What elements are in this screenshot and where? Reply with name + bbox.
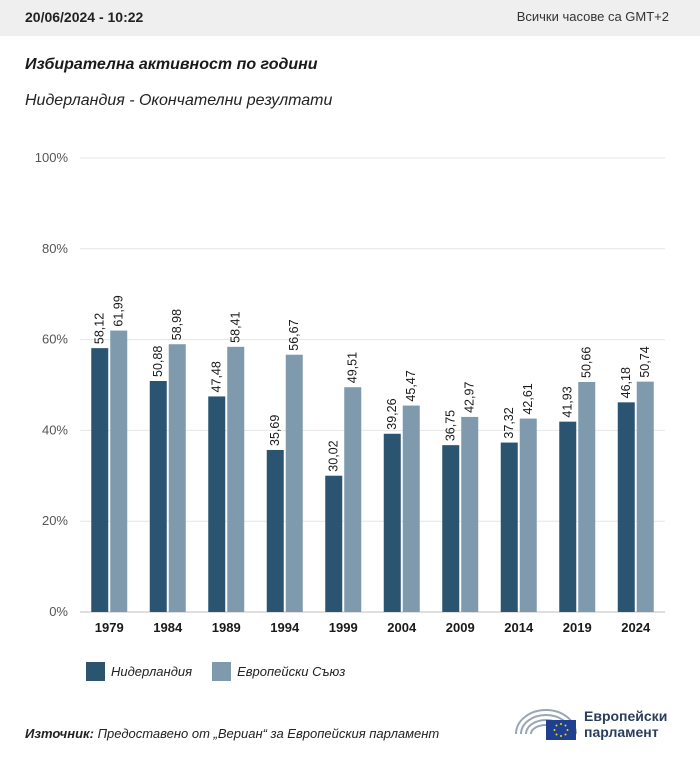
data-label-eu-2024: 50,74 (638, 346, 652, 377)
bar-netherlands-2024 (617, 402, 635, 612)
data-label-eu-1994: 56,67 (287, 319, 301, 350)
data-label-eu-1989: 58,41 (229, 311, 243, 342)
bar-eu-1979 (110, 330, 128, 612)
data-label-netherlands-2019: 41,93 (561, 386, 575, 417)
x-tick-label-2014: 2014 (504, 620, 534, 635)
bar-netherlands-2019 (559, 421, 577, 612)
logo-line-1: Европейски (584, 708, 668, 724)
bar-netherlands-2004 (383, 433, 401, 612)
data-label-netherlands-1979: 58,12 (93, 313, 107, 344)
parliament-hemicycle-icon (515, 709, 577, 740)
legend-item-netherlands: Нидерландия (86, 661, 193, 681)
bar-netherlands-1994 (266, 449, 284, 612)
data-label-eu-2004: 45,47 (404, 370, 418, 401)
chart-subtitle: Нидерландия - Окончателни резултати (25, 92, 333, 109)
chart-title: Избирателна активност по години (25, 56, 318, 73)
bar-netherlands-1979 (91, 348, 109, 612)
bar-netherlands-2009 (442, 445, 460, 612)
data-label-eu-2014: 42,61 (521, 383, 535, 414)
data-label-eu-1999: 49,51 (346, 352, 360, 383)
legend-swatch-eu (212, 661, 232, 681)
logo-line-2: парламент (584, 724, 659, 740)
x-tick-label-2024: 2024 (621, 620, 651, 635)
x-tick-label-1989: 1989 (212, 620, 241, 635)
bar-eu-1989 (227, 346, 245, 612)
bar-eu-1994 (285, 354, 303, 612)
top-bar: 20/06/2024 - 10:22 Всички часове са GMT+… (0, 0, 700, 36)
x-tick-label-1984: 1984 (153, 620, 183, 635)
timezone-note: Всички часове са GMT+2 (516, 9, 669, 24)
x-tick-label-1979: 1979 (95, 620, 124, 635)
data-label-eu-1979: 61,99 (112, 295, 126, 326)
y-tick-label-100: 100% (35, 150, 69, 165)
legend-item-eu: Европейски Съюз (212, 661, 346, 681)
y-tick-label-40: 40% (42, 422, 68, 437)
y-tick-label-80: 80% (42, 241, 68, 256)
source-note: Източник: Предоставено от „Вериан“ за Ев… (25, 726, 439, 741)
bar-eu-2014 (519, 418, 537, 612)
timestamp: 20/06/2024 - 10:22 (25, 9, 144, 25)
data-label-netherlands-1984: 50,88 (151, 346, 165, 377)
y-tick-label-0: 0% (49, 604, 68, 619)
x-tick-label-1999: 1999 (329, 620, 358, 635)
y-tick-label-60: 60% (42, 332, 68, 347)
legend-label-netherlands: Нидерландия (111, 663, 193, 679)
legend-label-eu: Европейски Съюз (237, 663, 346, 679)
bar-netherlands-2014 (500, 442, 518, 612)
bar-netherlands-1999 (325, 475, 343, 612)
bar-netherlands-1984 (149, 381, 167, 612)
data-label-netherlands-1994: 35,69 (268, 415, 282, 446)
data-label-netherlands-2009: 36,75 (444, 410, 458, 441)
legend-swatch-netherlands (86, 661, 105, 681)
x-tick-label-2004: 2004 (387, 620, 417, 635)
data-label-netherlands-2024: 46,18 (619, 367, 633, 398)
source-text: Предоставено от „Вериан“ за Европейския … (93, 726, 440, 741)
x-tick-label-2009: 2009 (446, 620, 475, 635)
data-label-netherlands-1989: 47,48 (210, 361, 224, 392)
bar-eu-2004 (402, 405, 420, 612)
bar-eu-2019 (578, 382, 596, 612)
data-label-netherlands-1999: 30,02 (327, 440, 341, 471)
turnout-bar-chart: 0% 20% 40% 60% 80% 100% 58,12 61,99 1979 50,88 58,… (35, 150, 665, 635)
bar-eu-2009 (461, 416, 479, 612)
source-label: Източник: (25, 726, 94, 741)
bar-netherlands-1989 (208, 396, 226, 612)
bar-eu-1984 (168, 344, 186, 612)
data-label-eu-2019: 50,66 (580, 347, 594, 378)
data-label-eu-2009: 42,97 (463, 382, 477, 413)
x-tick-label-2019: 2019 (563, 620, 592, 635)
data-label-eu-1984: 58,98 (170, 309, 184, 340)
y-tick-label-20: 20% (42, 513, 68, 528)
legend: Нидерландия Европейски Съюз (86, 660, 365, 682)
bar-eu-2024 (636, 381, 654, 612)
data-label-netherlands-2004: 39,26 (385, 398, 399, 429)
x-tick-label-1994: 1994 (270, 620, 300, 635)
data-label-netherlands-2014: 37,32 (502, 407, 516, 438)
bar-eu-1999 (344, 387, 362, 612)
european-parliament-logo: Европейски парламент (512, 702, 682, 742)
